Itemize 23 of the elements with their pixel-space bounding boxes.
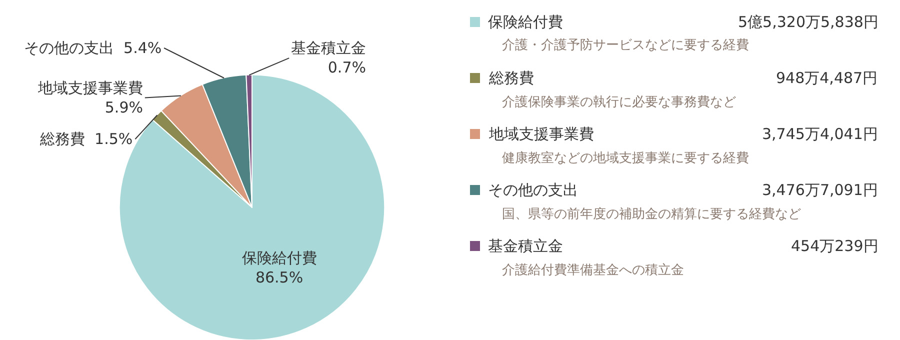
slice-label: 保険給付費 [242, 249, 317, 268]
text: 454万239円 [791, 237, 878, 255]
data-label: 86.5% [255, 268, 304, 287]
text: 3,476万7,091円 [762, 181, 878, 199]
data-label: 0.7% [328, 58, 366, 76]
text: 介護給付費準備基金への積立金 [502, 262, 684, 278]
text: 介護保険事業の執行に必要な事務費など [502, 95, 736, 110]
slice-label: 基金積立金 [291, 39, 366, 57]
legend-label: 基金積立金 [488, 237, 563, 255]
slice-label: 地域支援事業費 [37, 79, 143, 97]
legend-label: 地域支援事業費 [488, 125, 594, 143]
text: 介護・介護予防サービスなどに要する経費 [502, 38, 749, 53]
text: 健康教室などの地域支援事業に要する経費 [502, 150, 749, 166]
legend-label: 総務費 [488, 69, 534, 87]
legend-label: その他の支出 [488, 181, 578, 199]
legend-label: 保険給付費 [488, 13, 563, 31]
category-label: その他の支出 5.4% [24, 39, 162, 57]
data-label: 5.9% [104, 98, 143, 116]
text: 国、県等の前年度の補助金の精算に要する経費など [502, 206, 801, 222]
text: 5億5,320万5,838円 [738, 13, 878, 31]
text: 3,745万4,041円 [762, 125, 878, 143]
text: 948万4,487円 [776, 69, 878, 87]
category-label: 総務費 1.5% [40, 130, 133, 148]
